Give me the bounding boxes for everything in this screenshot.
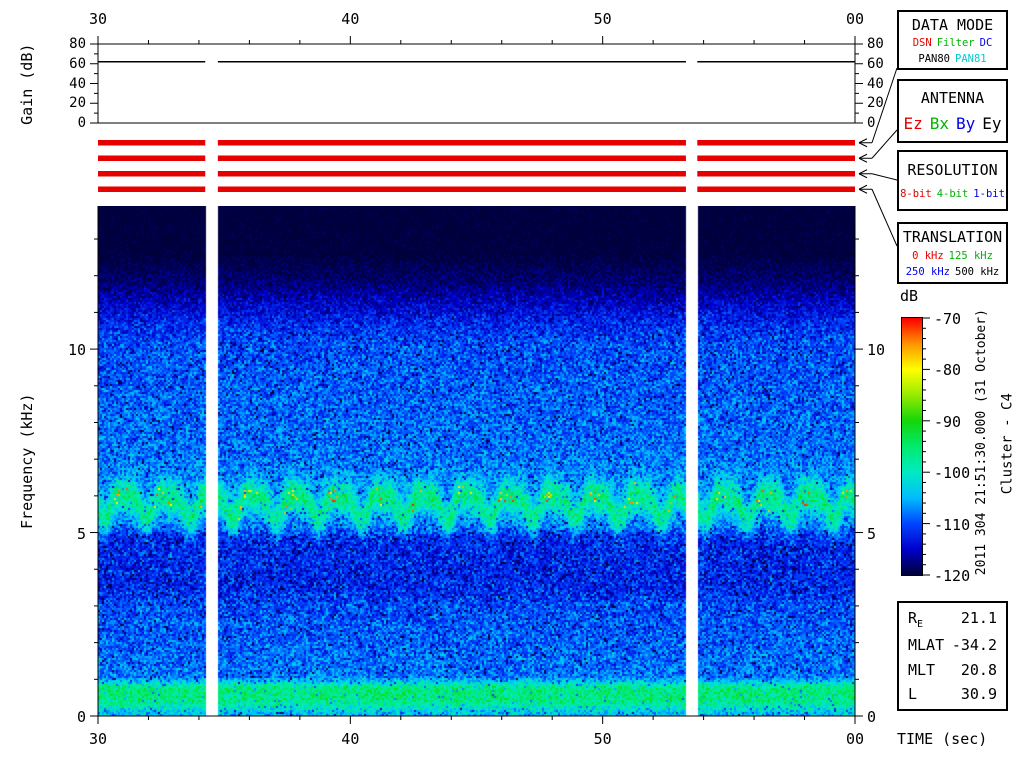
mode-option-0khz: 0 kHz — [912, 250, 944, 262]
time-tick-label-top: 40 — [330, 10, 370, 28]
mode-option-pan81: PAN81 — [955, 53, 987, 65]
panel-connector-line — [872, 130, 897, 158]
mode-option-bx: Bx — [930, 114, 949, 133]
ephemeris-row-mlt: MLT 20.8 — [899, 661, 1006, 679]
spacecraft-label: Cluster - C4 — [1000, 391, 1015, 497]
freq-tick-label-left: 5 — [40, 525, 86, 543]
panel-row: DSN Filter DC — [913, 37, 993, 49]
time-tick-label-bottom: 30 — [78, 730, 118, 748]
gain-tick-label-left: 80 — [40, 36, 86, 52]
panel-resolution: RESOLUTION 8-bit 4-bit 1-bit — [897, 150, 1008, 211]
gain-tick-label-left: 0 — [40, 115, 86, 131]
status-bar-row1 — [98, 140, 205, 146]
freq-tick-label-left: 0 — [40, 708, 86, 726]
time-tick-label-top: 30 — [78, 10, 118, 28]
ephemeris-value: 21.1 — [961, 609, 997, 630]
colorbar-tick-label: -120 — [934, 567, 978, 585]
status-bar-row3 — [98, 171, 205, 177]
pointer-arrow-head — [859, 154, 867, 158]
pointer-arrow-head — [859, 143, 867, 147]
mode-option-by: By — [956, 114, 975, 133]
mode-option-ez: Ez — [903, 114, 922, 133]
colorbar-tick-label: -80 — [934, 361, 978, 379]
panel-row: 8-bit 4-bit 1-bit — [900, 188, 1005, 200]
colorbar-unit-label: dB — [900, 288, 918, 305]
time-tick-label-bottom: 00 — [835, 730, 875, 748]
panel-row: PAN80 PAN81 — [918, 53, 986, 65]
colorbar-tick-label: -110 — [934, 516, 978, 534]
panel-antenna: ANTENNA Ez Bx By Ey — [897, 79, 1008, 143]
panel-connector-line — [872, 174, 897, 180]
panel-title: TRANSLATION — [903, 228, 1002, 246]
freq-tick-label-left: 10 — [40, 341, 86, 359]
mode-option-dsn: DSN — [913, 37, 932, 49]
panel-row: 0 kHz 125 kHz — [912, 250, 993, 262]
mode-option-ey: Ey — [982, 114, 1001, 133]
status-bar-row2 — [697, 156, 855, 162]
ephemeris-panel: RE 21.1 MLAT -34.2 MLT 20.8 L 30.9 — [897, 601, 1008, 711]
time-tick-label-top: 00 — [835, 10, 875, 28]
status-bar-row1 — [697, 140, 855, 146]
time-axis-label: TIME (sec) — [897, 731, 987, 748]
ephemeris-row-r: RE 21.1 — [899, 609, 1006, 630]
mode-option-500khz: 500 kHz — [955, 266, 999, 278]
gain-axis-label: Gain (dB) — [19, 29, 36, 139]
pointer-arrow-head — [859, 139, 867, 143]
gain-tick-label-left: 40 — [40, 76, 86, 92]
panel-connector-line — [872, 189, 897, 246]
ephemeris-label: L — [908, 685, 917, 703]
gain-tick-label-left: 20 — [40, 95, 86, 111]
colorbar-tick-label: -70 — [934, 310, 978, 328]
pointer-arrow-head — [859, 158, 867, 162]
status-bar-row4 — [98, 187, 205, 193]
ephemeris-label-subscript: E — [917, 619, 923, 630]
status-bar-row4 — [697, 187, 855, 193]
frequency-axis-label: Frequency (kHz) — [19, 386, 36, 536]
panel-row: 250 kHz 500 kHz — [906, 266, 1000, 278]
status-bar-row3 — [697, 171, 855, 177]
pointer-arrow-head — [859, 185, 867, 189]
pointer-arrow-head — [859, 189, 867, 193]
panel-data-mode: DATA MODE DSN Filter DC PAN80 PAN81 — [897, 10, 1008, 70]
mode-option-8-bit: 8-bit — [900, 188, 932, 200]
gain-tick-label-left: 60 — [40, 56, 86, 72]
colorbar-tick-label: -100 — [934, 464, 978, 482]
pointer-arrow-head — [859, 170, 867, 174]
time-tick-label-top: 50 — [583, 10, 623, 28]
panel-title: DATA MODE — [912, 16, 993, 34]
colorbar-tick-label: -90 — [934, 413, 978, 431]
panel-title: RESOLUTION — [907, 161, 997, 179]
ephemeris-label: MLT — [908, 661, 935, 679]
wbd-spectrogram-display: Gain (dB) Frequency (kHz) dB 2011 304 21… — [0, 0, 1024, 768]
mode-option-1-bit: 1-bit — [973, 188, 1005, 200]
ephemeris-value: 30.9 — [961, 685, 997, 703]
freq-tick-label-right: 5 — [867, 525, 913, 543]
status-bar-row2 — [218, 156, 686, 162]
spectrogram-image — [98, 206, 855, 716]
status-bar-row1 — [218, 140, 686, 146]
status-bar-row4 — [218, 187, 686, 193]
timestamp-label: 2011 304 21:51:30.000 (31 October) — [975, 300, 989, 584]
mode-option-250khz: 250 kHz — [906, 266, 950, 278]
time-tick-label-bottom: 50 — [583, 730, 623, 748]
mode-option-pan80: PAN80 — [918, 53, 950, 65]
ephemeris-value: -34.2 — [952, 636, 997, 654]
mode-option-dc: DC — [980, 37, 993, 49]
ephemeris-label: MLAT — [908, 636, 944, 654]
panel-translation: TRANSLATION 0 kHz 125 kHz 250 kHz 500 kHz — [897, 222, 1008, 284]
status-bar-row2 — [98, 156, 205, 162]
ephemeris-value: 20.8 — [961, 661, 997, 679]
panel-row: Ez Bx By Ey — [903, 114, 1001, 133]
ephemeris-row-mlat: MLAT -34.2 — [899, 636, 1006, 654]
time-tick-label-bottom: 40 — [330, 730, 370, 748]
mode-option-125khz: 125 kHz — [949, 250, 993, 262]
freq-tick-label-right: 10 — [867, 341, 913, 359]
ephemeris-label: RE — [908, 609, 923, 630]
mode-option-4-bit: 4-bit — [937, 188, 969, 200]
panel-title: ANTENNA — [921, 89, 984, 107]
ephemeris-row-l: L 30.9 — [899, 685, 1006, 703]
pointer-arrow-head — [859, 174, 867, 178]
mode-option-filter: Filter — [937, 37, 975, 49]
status-bar-row3 — [218, 171, 686, 177]
